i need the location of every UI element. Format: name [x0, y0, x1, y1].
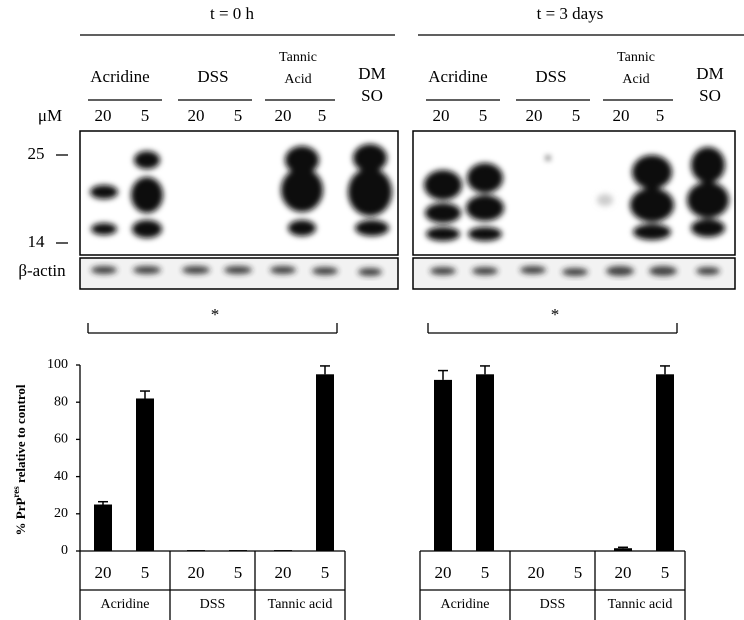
error-bar [320, 365, 330, 375]
x-tick-label: 5 [481, 563, 490, 582]
bar [434, 379, 452, 551]
bar [316, 374, 334, 551]
bar [656, 374, 674, 551]
x-tick-label: 5 [141, 563, 150, 582]
bar [229, 550, 247, 551]
group-label: DSS [535, 67, 566, 86]
group-label: Tannic [617, 50, 655, 65]
group-label: Acid [284, 72, 311, 87]
x-tick-label: 20 [275, 563, 292, 582]
dose-label: 5 [572, 106, 581, 125]
dose-label: 5 [479, 106, 488, 125]
unit-label: μM [38, 106, 62, 125]
group-label: Acridine [90, 67, 149, 86]
panel-title: t = 3 days [537, 4, 604, 23]
bar [614, 548, 632, 551]
dose-label: 5 [234, 106, 243, 125]
group-label: Acridine [441, 597, 490, 612]
y-tick-label: 40 [54, 469, 68, 484]
dose-label: 20 [613, 106, 630, 125]
y-tick-label: 80 [54, 394, 68, 409]
loading-control-label: β-actin [18, 261, 66, 280]
bar [94, 504, 112, 551]
x-tick-label: 5 [234, 563, 243, 582]
y-tick-label: 0 [61, 543, 68, 558]
y-tick-label: 20 [54, 506, 68, 521]
group-label: SO [361, 86, 383, 105]
y-axis-label: % PrPres relative to control [11, 384, 28, 535]
error-bar [140, 390, 150, 399]
dose-label: 5 [318, 106, 327, 125]
group-label: DSS [200, 597, 226, 612]
group-label: DSS [197, 67, 228, 86]
x-tick-label: 20 [528, 563, 545, 582]
dose-label: 20 [526, 106, 543, 125]
error-bar [660, 365, 670, 375]
x-tick-label: 20 [188, 563, 205, 582]
marker-label: 14 [28, 232, 46, 251]
y-tick-label: 60 [54, 432, 68, 447]
x-tick-label: 20 [95, 563, 112, 582]
group-label: DM [358, 64, 385, 83]
dose-label: 20 [433, 106, 450, 125]
bar [476, 374, 494, 551]
error-bar [480, 365, 490, 375]
error-bar [618, 546, 628, 549]
group-label: DM [696, 64, 723, 83]
bar [187, 550, 205, 551]
y-label-part: res [11, 486, 21, 498]
dose-label: 20 [275, 106, 292, 125]
group-label: Acridine [101, 597, 150, 612]
blot-images [79, 130, 736, 290]
dose-label: 5 [141, 106, 150, 125]
y-label-part: relative to control [13, 384, 28, 486]
group-label: SO [699, 86, 721, 105]
panel-title: t = 0 h [210, 4, 255, 23]
x-tick-label: 5 [574, 563, 583, 582]
error-bar [98, 500, 108, 505]
annotation: * [211, 305, 220, 324]
dose-label: 20 [95, 106, 112, 125]
x-tick-label: 20 [615, 563, 632, 582]
group-label: Acid [622, 72, 649, 87]
x-tick-label: 5 [661, 563, 670, 582]
bands [90, 144, 729, 241]
x-tick-label: 5 [321, 563, 330, 582]
bar [136, 398, 154, 551]
group-label: Acridine [428, 67, 487, 86]
group-label: DSS [540, 597, 566, 612]
blot-frame [412, 130, 736, 256]
error-bar [438, 369, 448, 380]
x-tick-label: 20 [435, 563, 452, 582]
dose-label: 20 [188, 106, 205, 125]
y-label-part: % PrP [13, 498, 28, 536]
dose-label: 5 [656, 106, 665, 125]
annotation: * [551, 305, 560, 324]
marker-label: 25 [28, 144, 45, 163]
group-label: Tannic acid [268, 597, 333, 612]
group-label: Tannic acid [608, 597, 673, 612]
actin-bands [91, 266, 720, 276]
y-tick-label: 100 [47, 357, 68, 372]
group-label: Tannic [279, 50, 317, 65]
bar [274, 550, 292, 551]
